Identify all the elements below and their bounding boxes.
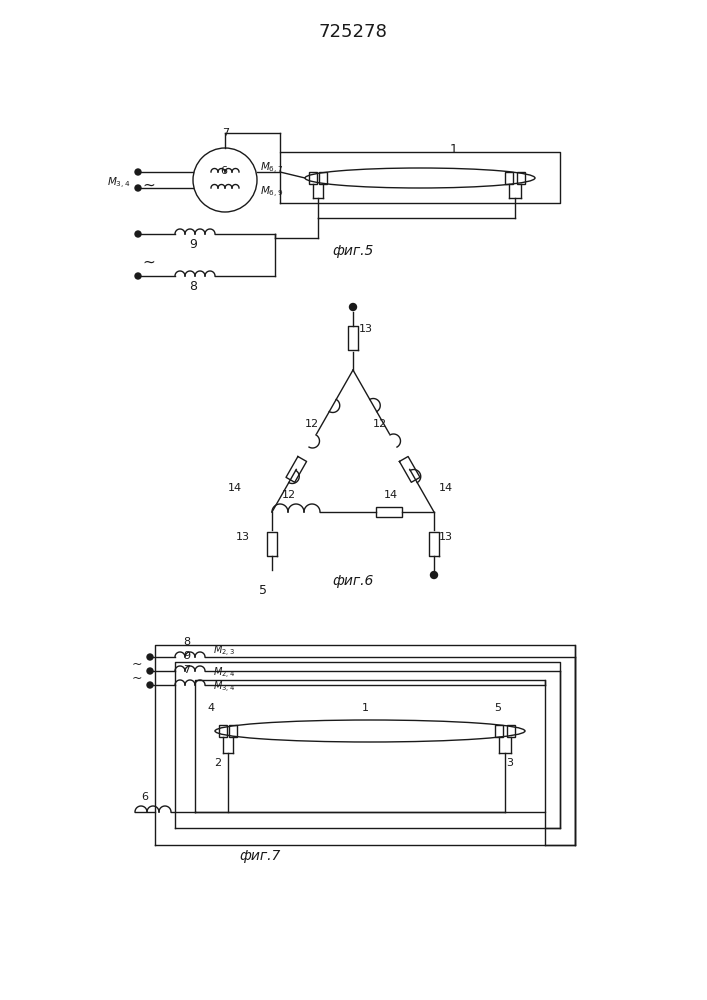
Text: фиг.7: фиг.7 bbox=[239, 849, 281, 863]
Text: ~: ~ bbox=[132, 672, 142, 685]
Circle shape bbox=[431, 572, 438, 578]
Circle shape bbox=[135, 231, 141, 237]
Text: 3: 3 bbox=[506, 758, 513, 768]
Bar bbox=[309, 172, 317, 184]
Text: 1: 1 bbox=[361, 703, 368, 713]
Text: 6: 6 bbox=[141, 792, 148, 802]
Text: $M_{3,4}$: $M_{3,4}$ bbox=[213, 680, 235, 695]
Text: ~: ~ bbox=[132, 658, 142, 671]
Text: фиг.5: фиг.5 bbox=[332, 244, 374, 258]
Text: ~: ~ bbox=[142, 178, 155, 192]
Text: 14: 14 bbox=[384, 490, 398, 500]
Text: 12: 12 bbox=[282, 490, 296, 500]
Bar bbox=[507, 725, 515, 737]
Bar bbox=[229, 725, 237, 737]
Circle shape bbox=[147, 682, 153, 688]
Text: 12: 12 bbox=[373, 419, 387, 429]
Text: 13: 13 bbox=[359, 324, 373, 334]
Text: 2: 2 bbox=[214, 758, 221, 768]
Text: 9: 9 bbox=[189, 238, 197, 251]
Text: $M_{6,9}$: $M_{6,9}$ bbox=[260, 184, 284, 200]
Text: 725278: 725278 bbox=[319, 23, 387, 41]
Text: 5: 5 bbox=[259, 584, 267, 597]
Circle shape bbox=[135, 273, 141, 279]
Text: 12: 12 bbox=[305, 419, 319, 429]
Text: фиг.6: фиг.6 bbox=[332, 574, 374, 588]
Circle shape bbox=[147, 654, 153, 660]
Text: $M_{2,3}$: $M_{2,3}$ bbox=[213, 644, 235, 659]
Text: 14: 14 bbox=[228, 483, 242, 493]
Circle shape bbox=[135, 185, 141, 191]
Circle shape bbox=[147, 668, 153, 674]
Circle shape bbox=[349, 304, 356, 310]
Bar bbox=[219, 725, 227, 737]
Bar bbox=[505, 172, 513, 184]
Circle shape bbox=[135, 169, 141, 175]
Text: ~: ~ bbox=[142, 254, 155, 269]
Text: 14: 14 bbox=[439, 483, 453, 493]
Text: 13: 13 bbox=[236, 532, 250, 542]
Bar bbox=[375, 507, 402, 517]
Text: 7: 7 bbox=[223, 128, 230, 138]
Text: 7: 7 bbox=[183, 665, 191, 675]
Text: 5: 5 bbox=[494, 703, 501, 713]
Bar bbox=[495, 725, 503, 737]
Bar bbox=[319, 172, 327, 184]
Text: 1: 1 bbox=[450, 143, 458, 156]
Text: $M_{6,7}$: $M_{6,7}$ bbox=[260, 160, 284, 176]
Text: 13: 13 bbox=[439, 532, 453, 542]
Text: 8: 8 bbox=[183, 637, 191, 647]
Text: 9: 9 bbox=[183, 651, 191, 661]
Text: 4: 4 bbox=[208, 703, 215, 713]
Text: $M_{2,4}$: $M_{2,4}$ bbox=[213, 666, 235, 681]
Text: 6: 6 bbox=[221, 166, 228, 176]
Bar bbox=[517, 172, 525, 184]
Text: 8: 8 bbox=[189, 280, 197, 293]
Text: $M_{3,4}$: $M_{3,4}$ bbox=[107, 175, 130, 191]
